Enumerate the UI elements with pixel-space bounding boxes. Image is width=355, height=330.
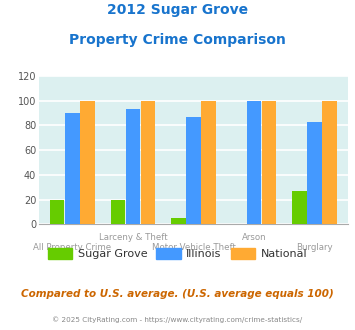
Bar [110, 200, 125, 224]
Bar [186, 117, 201, 224]
Legend: Sugar Grove, Illinois, National: Sugar Grove, Illinois, National [43, 244, 312, 263]
Bar [80, 101, 95, 224]
Bar [247, 101, 261, 224]
Bar [126, 109, 140, 224]
Bar [141, 101, 155, 224]
Text: All Property Crime: All Property Crime [33, 243, 111, 251]
Bar [322, 101, 337, 224]
Bar [201, 101, 216, 224]
Text: © 2025 CityRating.com - https://www.cityrating.com/crime-statistics/: © 2025 CityRating.com - https://www.city… [53, 317, 302, 323]
Bar [171, 218, 186, 224]
Bar [65, 113, 80, 224]
Text: Arson: Arson [242, 233, 266, 242]
Text: Burglary: Burglary [296, 243, 333, 251]
Text: Motor Vehicle Theft: Motor Vehicle Theft [152, 243, 235, 251]
Bar [262, 101, 277, 224]
Bar [307, 122, 322, 224]
Text: Property Crime Comparison: Property Crime Comparison [69, 33, 286, 47]
Text: 2012 Sugar Grove: 2012 Sugar Grove [107, 3, 248, 17]
Text: Larceny & Theft: Larceny & Theft [99, 233, 167, 242]
Text: Compared to U.S. average. (U.S. average equals 100): Compared to U.S. average. (U.S. average … [21, 289, 334, 299]
Bar [292, 191, 307, 224]
Bar [50, 200, 65, 224]
